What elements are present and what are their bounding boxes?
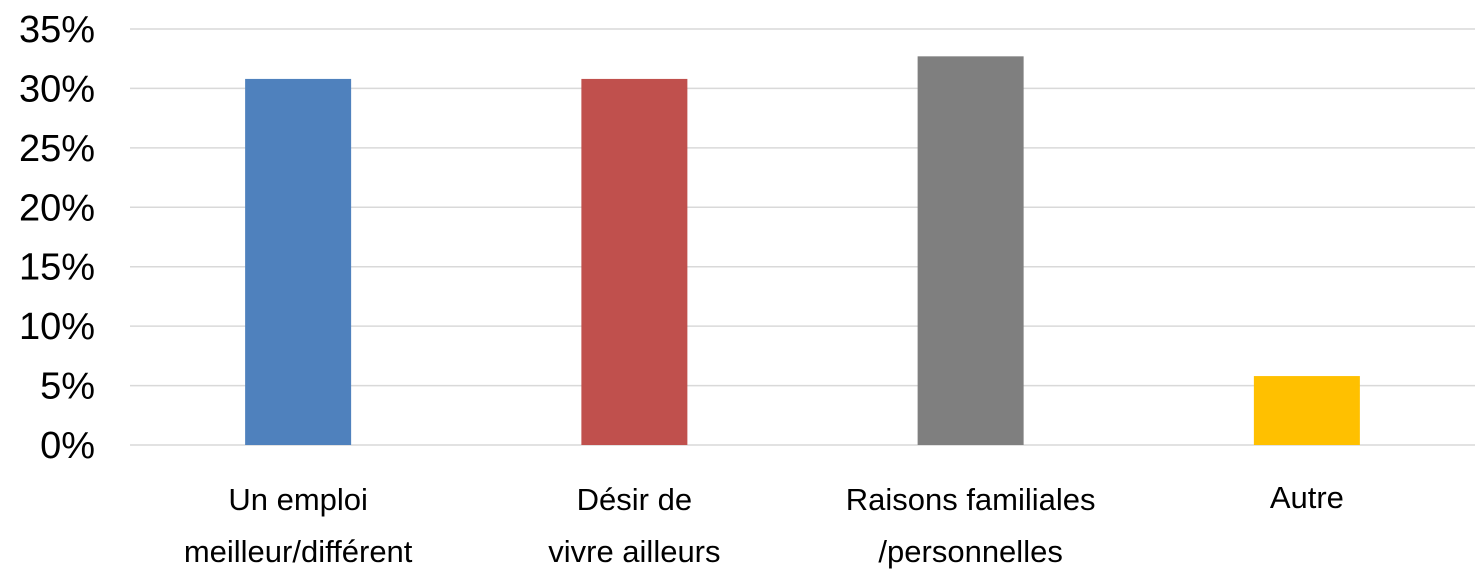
y-tick-label: 35% xyxy=(19,9,95,51)
category-labels: Un emploi meilleur/différent Désir de vivre… xyxy=(184,480,1344,569)
gridlines xyxy=(130,28,1475,446)
category-label: /personnelles xyxy=(878,534,1062,569)
category-label: Autre xyxy=(1270,480,1344,515)
category-label: Désir de xyxy=(577,482,692,517)
y-tick-label: 5% xyxy=(40,366,95,408)
bar xyxy=(917,56,1024,445)
y-tick-label: 30% xyxy=(19,68,95,110)
y-tick-label: 10% xyxy=(19,306,95,348)
bars xyxy=(245,56,1360,446)
category-label: meilleur/différent xyxy=(184,534,413,569)
y-tick-label: 15% xyxy=(19,247,95,289)
category-label: Raisons familiales xyxy=(846,482,1096,517)
y-tick-label: 0% xyxy=(40,425,95,467)
y-tick-label: 25% xyxy=(19,128,95,170)
bar xyxy=(581,78,688,446)
y-tick-label: 20% xyxy=(19,187,95,229)
bar xyxy=(1253,376,1360,445)
y-axis-ticks: 0% 5% 10% 15% 20% 25% 30% 35% xyxy=(19,9,95,467)
category-label: vivre ailleurs xyxy=(548,534,720,569)
category-label: Un emploi xyxy=(228,482,368,517)
bar xyxy=(245,78,352,446)
